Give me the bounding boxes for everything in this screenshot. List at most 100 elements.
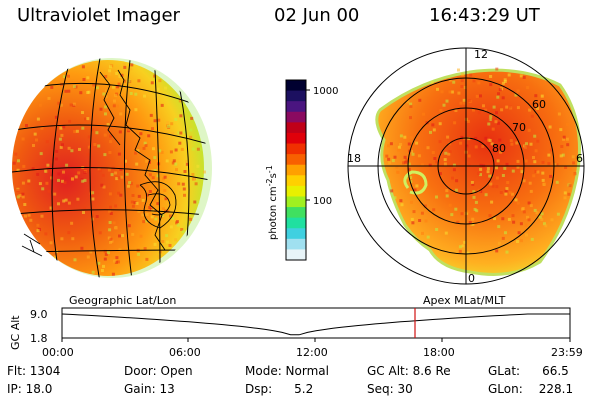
speckle-pixel [409,102,413,106]
speckle-pixel [80,246,84,250]
speckle-pixel [36,223,40,227]
speckle-pixel [503,78,507,82]
speckle-pixel [505,250,509,254]
speckle-pixel [54,157,58,161]
speckle-pixel [533,134,537,138]
speckle-pixel [486,167,490,171]
speckle-pixel [27,179,31,183]
speckle-pixel [115,226,118,230]
speckle-pixel [454,207,458,211]
speckle-pixel [175,168,178,172]
speckle-pixel [127,224,131,228]
speckle-pixel [33,132,37,136]
speckle-pixel [71,177,74,181]
speckle-pixel [97,144,101,148]
speckle-pixel [100,183,104,187]
speckle-pixel [119,112,123,116]
speckle-pixel [396,171,400,174]
speckle-pixel [421,184,424,187]
speckle-pixel [142,260,146,264]
speckle-pixel [67,231,71,235]
speckle-pixel [86,168,90,172]
speckle-pixel [117,191,121,195]
speckle-pixel [95,215,99,218]
speckle-pixel [495,166,498,170]
speckle-pixel [524,144,528,148]
speckle-pixel [93,143,97,146]
speckle-pixel [409,176,413,180]
altitude-plot: Geographic Lat/Lon Apex MLat/MLT GC Alt … [9,294,583,359]
speckle-pixel [435,195,438,199]
speckle-pixel [59,126,63,130]
speckle-pixel [408,160,412,164]
speckle-pixel [460,212,464,216]
speckle-pixel [435,160,439,164]
speckle-pixel [103,249,107,253]
speckle-pixel [57,178,60,182]
speckle-pixel [137,79,141,83]
lon-line [154,69,161,276]
speckle-pixel [40,126,44,130]
speckle-pixel [185,162,189,166]
glon-row: GLon: 228.1 [488,382,573,396]
speckle-pixel [456,220,460,224]
speckle-pixel [108,221,112,224]
speckle-pixel [83,171,87,174]
speckle-pixel [540,212,544,216]
speckle-pixel [131,204,135,208]
speckle-pixel [555,163,559,167]
speckle-pixel [23,203,27,206]
speckle-pixel [438,140,442,144]
mlat-label-80: 80 [492,142,506,155]
speckle-pixel [156,87,160,91]
speckle-pixel [129,182,133,186]
speckle-pixel [409,136,413,139]
speckle-pixel [468,221,472,225]
speckle-pixel [462,98,466,102]
speckle-pixel [196,164,200,168]
speckle-pixel [424,219,428,223]
speckle-pixel [136,184,140,188]
speckle-pixel [148,173,152,177]
speckle-pixel [558,178,562,182]
speckle-pixel [120,175,124,179]
speckle-pixel [45,181,49,185]
speckle-pixel [46,163,50,167]
speckle-pixel [487,138,491,142]
speckle-pixel [81,65,85,69]
speckle-pixel [479,167,483,171]
speckle-pixel [133,217,136,221]
speckle-pixel [471,217,475,221]
speckle-pixel [171,161,175,165]
speckle-pixel [572,161,576,165]
speckle-pixel [127,128,131,132]
gain-value: Gain: 13 [124,382,175,396]
speckle-pixel [202,170,206,174]
speckle-pixel [543,182,547,186]
speckle-pixel [507,217,511,221]
speckle-pixel [127,79,131,83]
speckle-pixel [82,78,86,81]
colorbar-cell [286,164,306,176]
speckle-pixel [45,169,49,173]
speckle-pixel [490,142,494,146]
speckle-pixel [505,162,509,166]
speckle-pixel [169,225,173,229]
speckle-pixel [498,88,502,92]
speckle-pixel [110,173,114,177]
speckle-pixel [86,255,90,259]
speckle-pixel [501,217,505,221]
speckle-pixel [152,147,155,151]
speckle-pixel [445,99,449,103]
speckle-pixel [87,135,91,139]
speckle-pixel [153,242,157,246]
speckle-pixel [135,201,139,205]
speckle-pixel [165,234,169,238]
speckle-pixel [514,93,518,97]
speckle-pixel [438,172,442,176]
speckle-pixel [191,147,195,151]
speckle-pixel [83,178,87,182]
speckle-pixel [179,131,183,135]
speckle-pixel [104,252,108,256]
observation-date: 02 Jun 00 [274,5,360,26]
